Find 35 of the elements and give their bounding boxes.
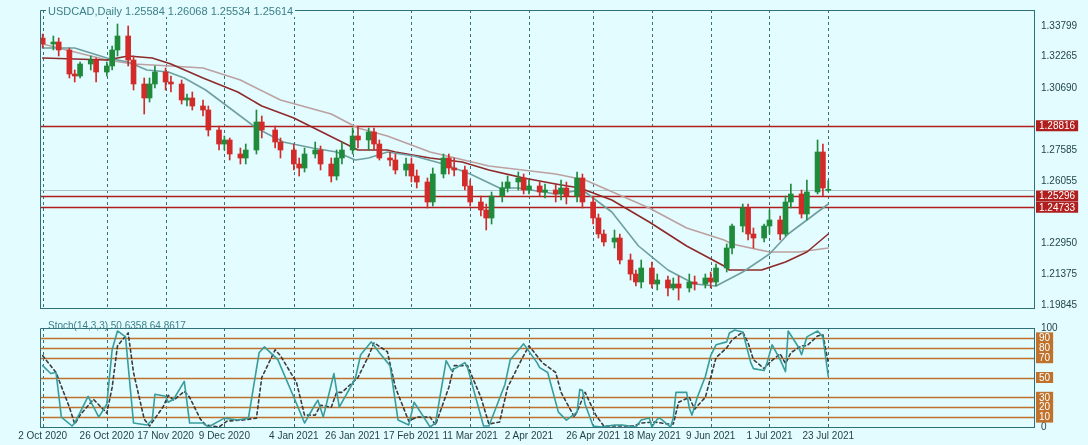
x-tick-label: 2 Apr 2021 bbox=[504, 429, 554, 441]
x-tick-label: 26 Jan 2021 bbox=[325, 429, 381, 441]
y-tick-label: 1.22950 bbox=[1041, 236, 1078, 248]
x-tick-label: 2 Oct 2020 bbox=[18, 429, 68, 441]
ref-line-label: 1.25296 bbox=[1039, 190, 1076, 202]
x-tick-label: 11 Mar 2021 bbox=[442, 429, 499, 441]
x-tick-label: 4 Jan 2021 bbox=[269, 429, 320, 441]
ref-line-label: 1.28816 bbox=[1039, 119, 1076, 131]
y-tick-label: 1.27585 bbox=[1041, 144, 1078, 156]
y-tick-label: 1.19845 bbox=[1041, 298, 1078, 310]
x-tick-label: 9 Dec 2020 bbox=[198, 429, 251, 441]
y-tick-label: 0 bbox=[1041, 420, 1047, 432]
y-tick-label: 100 bbox=[1041, 321, 1059, 333]
ref-line-label: 80 bbox=[1039, 342, 1051, 354]
ref-line-label: 30 bbox=[1039, 391, 1051, 403]
ref-line-label: 20 bbox=[1039, 401, 1051, 413]
x-tick-label: 18 May 2021 bbox=[622, 429, 682, 441]
ref-line-label: 50 bbox=[1039, 371, 1051, 383]
chart-title: USDCAD,Daily 1.25584 1.26068 1.25534 1.25614 bbox=[46, 5, 296, 17]
ref-line-label: 90 bbox=[1039, 332, 1051, 344]
y-tick-label: 1.32265 bbox=[1041, 50, 1078, 62]
x-tick-label: 1 Jul 2021 bbox=[746, 429, 793, 441]
y-tick-label: 1.26055 bbox=[1041, 174, 1078, 186]
x-tick-label: 26 Oct 2020 bbox=[79, 429, 135, 441]
ref-line-label: 10 bbox=[1039, 411, 1051, 423]
y-tick-label: 1.21375 bbox=[1041, 268, 1078, 280]
x-tick-label: 9 Jun 2021 bbox=[685, 429, 736, 441]
ref-line-label: 1.24733 bbox=[1039, 201, 1076, 213]
y-tick-label: 1.33799 bbox=[1041, 19, 1078, 31]
x-tick-label: 17 Feb 2021 bbox=[383, 429, 440, 441]
ref-line-label: 70 bbox=[1039, 351, 1051, 363]
y-tick-label: 1.30690 bbox=[1041, 81, 1078, 93]
x-tick-label: 26 Apr 2021 bbox=[566, 429, 621, 441]
x-tick-label: 17 Nov 2020 bbox=[137, 429, 195, 441]
x-tick-label: 23 Jul 2021 bbox=[802, 429, 855, 441]
